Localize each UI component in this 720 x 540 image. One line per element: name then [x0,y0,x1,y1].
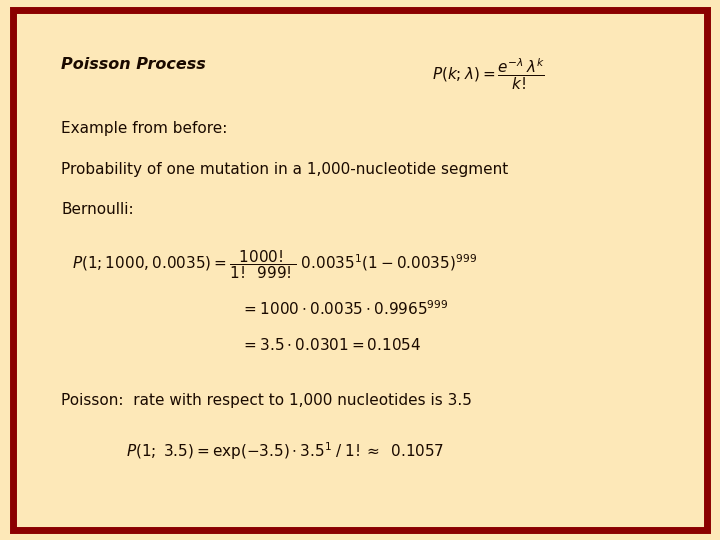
Text: Bernoulli:: Bernoulli: [61,202,134,218]
Text: Poisson:  rate with respect to 1,000 nucleotides is 3.5: Poisson: rate with respect to 1,000 nucl… [61,393,472,408]
Text: Poisson Process: Poisson Process [61,57,206,72]
Text: Probability of one mutation in a 1,000-nucleotide segment: Probability of one mutation in a 1,000-n… [61,162,508,177]
Text: $P(1;\;3.5) = \mathrm{exp}(-3.5) \cdot 3.5^1\;/\;1!\approx\;\;0.1057$: $P(1;\;3.5) = \mathrm{exp}(-3.5) \cdot 3… [126,440,444,462]
Text: Example from before:: Example from before: [61,122,228,137]
Text: $P(1;1000,0.0035) = \dfrac{1000!}{1!\;\;999!}\;0.0035^1(1-0.0035)^{999}$: $P(1;1000,0.0035) = \dfrac{1000!}{1!\;\;… [72,248,477,281]
Text: $P(k;\lambda) = \dfrac{e^{-\lambda}\,\lambda^k}{k!}$: $P(k;\lambda) = \dfrac{e^{-\lambda}\,\la… [432,57,545,92]
Text: $= 3.5 \cdot 0.0301 = 0.1054$: $= 3.5 \cdot 0.0301 = 0.1054$ [241,338,421,354]
Text: $= 1000 \cdot 0.0035 \cdot 0.9965^{999}$: $= 1000 \cdot 0.0035 \cdot 0.9965^{999}$ [241,300,449,319]
